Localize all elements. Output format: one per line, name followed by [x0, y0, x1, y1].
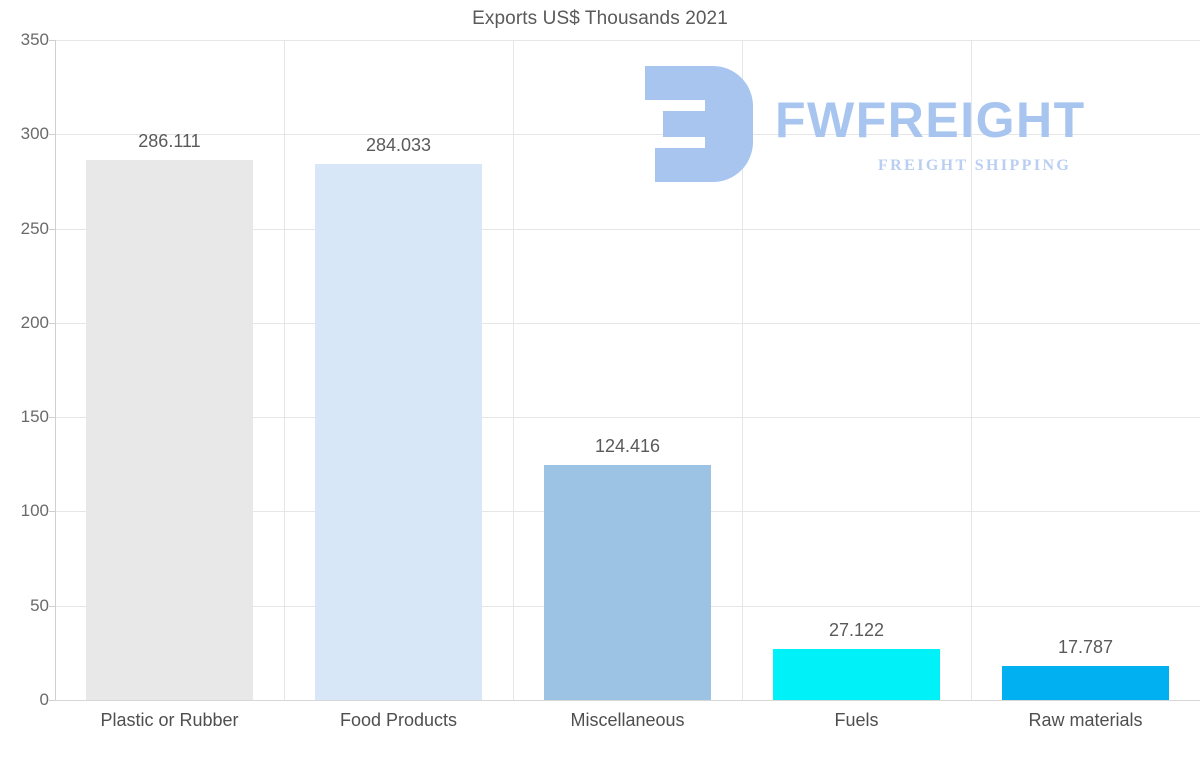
- y-tick-mark: [49, 40, 55, 41]
- y-axis-tick-label: 250: [20, 218, 49, 238]
- x-axis-category-label: Raw materials: [1028, 710, 1143, 730]
- gridline: [55, 40, 1200, 41]
- gridline: [55, 134, 1200, 136]
- y-axis-tick-label: 150: [20, 407, 49, 427]
- y-axis-tick-label: 200: [20, 312, 49, 332]
- y-tick-mark: [49, 700, 55, 701]
- y-axis-line: [55, 40, 56, 701]
- fwfreight-logo-icon: [645, 66, 753, 182]
- y-tick-mark: [49, 228, 55, 230]
- watermark: FWFREIGHT FREIGHT SHIPPING: [643, 63, 1143, 188]
- x-axis-category-label: Fuels: [834, 710, 879, 730]
- chart-title: Exports US$ Thousands 2021: [472, 8, 728, 29]
- y-tick-mark: [49, 605, 55, 607]
- y-axis-tick-label: 100: [20, 501, 49, 521]
- bar[interactable]: [544, 465, 711, 700]
- category-separator: [284, 40, 285, 701]
- bar[interactable]: [86, 160, 253, 700]
- y-tick-mark: [49, 417, 55, 419]
- y-axis-tick-label: 50: [30, 595, 49, 615]
- bar-value-label: 284.033: [365, 135, 432, 156]
- y-tick-mark: [49, 511, 55, 513]
- bar-value-label: 27.122: [828, 619, 885, 640]
- x-axis-category-label: Food Products: [339, 710, 458, 730]
- y-axis-tick-label: 300: [20, 124, 49, 144]
- bar[interactable]: [773, 648, 940, 700]
- watermark-brand: FWFREIGHT: [775, 92, 1086, 148]
- x-axis-baseline: [55, 700, 1200, 701]
- category-separator: [513, 40, 514, 701]
- gridline: [55, 228, 1200, 230]
- y-axis-labels: 0 50 100 150 200 250 300 350: [0, 0, 49, 763]
- bar[interactable]: [315, 164, 482, 700]
- bar-value-label: 286.111: [138, 131, 201, 152]
- bar-value-label: 124.416: [594, 436, 661, 457]
- x-axis-category-label: Plastic or Rubber: [100, 710, 239, 730]
- y-tick-mark: [49, 134, 55, 136]
- x-axis-category-label: Miscellaneous: [570, 710, 685, 730]
- category-separator: [742, 40, 743, 701]
- bar[interactable]: [1002, 666, 1169, 700]
- y-tick-mark: [49, 322, 55, 324]
- y-axis-tick-label: 350: [20, 30, 49, 49]
- category-separator: [971, 40, 972, 701]
- bar-value-label: 17.787: [1057, 637, 1114, 658]
- watermark-tagline: FREIGHT SHIPPING: [878, 157, 1072, 174]
- gridline: [55, 322, 1200, 324]
- gridline: [55, 417, 1200, 419]
- y-axis-tick-label: 0: [39, 690, 49, 709]
